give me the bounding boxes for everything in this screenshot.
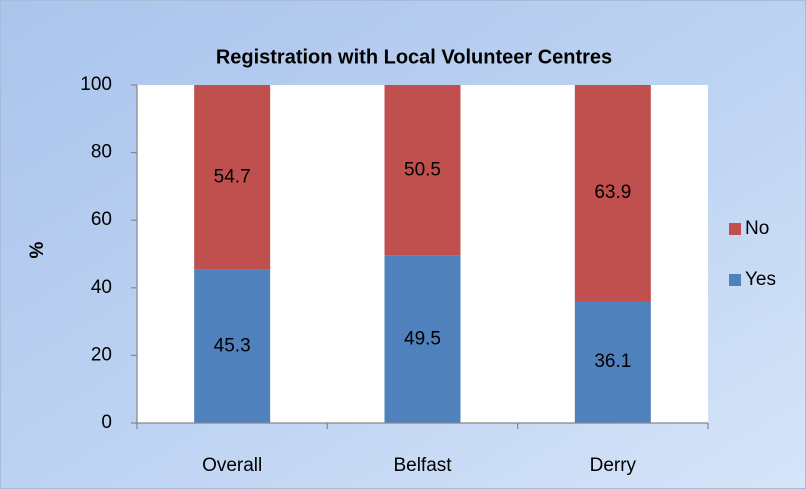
bar-segment xyxy=(384,85,461,256)
y-tick-label: 100 xyxy=(80,74,112,95)
x-tick-label: Overall xyxy=(202,455,262,476)
legend-swatch xyxy=(729,274,741,286)
x-tick-label: Belfast xyxy=(393,455,452,476)
data-label: 63.9 xyxy=(594,182,631,203)
data-label: 45.3 xyxy=(214,335,251,356)
bar-segment xyxy=(384,255,461,423)
legend-label: Yes xyxy=(745,269,776,290)
bar-segment xyxy=(574,300,651,423)
chart-title: Registration with Local Volunteer Centre… xyxy=(216,46,612,68)
legend-swatch xyxy=(729,223,741,235)
bar-segment xyxy=(574,85,651,301)
data-label: 50.5 xyxy=(404,159,441,180)
data-label: 36.1 xyxy=(594,351,631,372)
y-tick-label: 0 xyxy=(101,412,112,433)
y-tick-label: 60 xyxy=(91,209,112,230)
data-label: 54.7 xyxy=(214,166,251,187)
x-tick-label: Derry xyxy=(590,455,637,476)
bar-segment xyxy=(194,269,271,423)
bar-segment xyxy=(194,85,271,270)
y-tick-label: 20 xyxy=(91,344,112,365)
y-tick-label: 80 xyxy=(91,142,112,163)
data-label: 49.5 xyxy=(404,328,441,349)
legend-label: No xyxy=(745,218,769,239)
y-tick-label: 40 xyxy=(91,277,112,298)
y-axis-label: % xyxy=(27,241,48,258)
